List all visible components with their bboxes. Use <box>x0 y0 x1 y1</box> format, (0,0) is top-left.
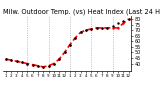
Text: Milw. Outdoor Temp. (vs) Heat Index (Last 24 Hours): Milw. Outdoor Temp. (vs) Heat Index (Las… <box>3 9 160 15</box>
